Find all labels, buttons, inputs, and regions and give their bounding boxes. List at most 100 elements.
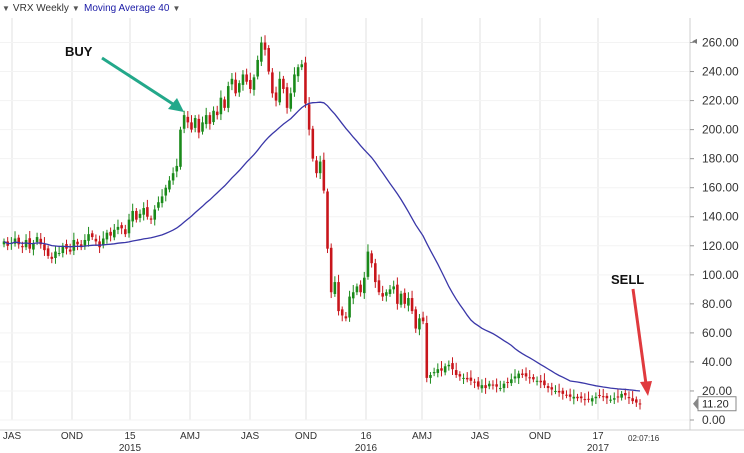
candle-body (385, 292, 388, 296)
candle-body (561, 390, 565, 394)
candle-body (447, 364, 451, 367)
candle-body (223, 99, 226, 108)
candle-body (120, 225, 123, 229)
x-tick-label: JAS (471, 431, 490, 442)
candle-body (113, 229, 116, 238)
candle-body (160, 196, 164, 204)
x-tick-label: OND (61, 431, 83, 442)
candle-body (157, 202, 160, 208)
candle-body (616, 396, 620, 398)
candle-body (579, 396, 583, 399)
y-tick-label: 260.00 (702, 36, 739, 50)
candle-body (164, 187, 168, 196)
candle-body (17, 237, 20, 245)
candle-body (127, 219, 131, 234)
symbol-selector[interactable]: ▼ VRX Weekly ▼ (2, 3, 80, 14)
candle-body (539, 380, 543, 383)
last-price-box (697, 396, 737, 412)
candle-body (392, 286, 395, 290)
candle-body (256, 59, 259, 77)
candle-body (462, 377, 465, 379)
candle-body (212, 110, 215, 123)
candle-body (54, 251, 57, 258)
candle-body (465, 377, 469, 380)
candle-body (337, 282, 340, 312)
x-year-label: 2015 (119, 443, 142, 453)
candle-body (142, 208, 145, 215)
candle-body (171, 173, 175, 181)
candle-body (2, 241, 6, 245)
candle-body (76, 241, 79, 245)
chevron-down-icon: ▼ (172, 4, 181, 13)
candle-body (403, 292, 407, 304)
candle-body (311, 128, 315, 159)
candle-body (506, 381, 509, 383)
candle-body (410, 298, 414, 312)
candle-body (440, 368, 443, 371)
candle-body (215, 111, 219, 116)
y-tick-label: 180.00 (702, 152, 739, 166)
candle-body (546, 386, 550, 389)
candle-body (197, 118, 201, 133)
candle-body (594, 396, 598, 399)
candle-body (318, 161, 322, 174)
y-tick-label: 160.00 (702, 181, 739, 195)
candle-body (234, 79, 237, 94)
candle-body (432, 372, 436, 374)
candle-body (307, 104, 311, 130)
chevron-down-icon: ▼ (2, 4, 10, 13)
candle-body (499, 388, 502, 390)
candle-body (535, 380, 539, 382)
candle-body (245, 74, 248, 82)
candle-body (590, 398, 594, 402)
candle-body (68, 249, 72, 252)
x-tick-label: 16 (360, 431, 372, 442)
candle-body (502, 383, 506, 389)
candle-body (620, 393, 623, 398)
candle-body (274, 92, 278, 101)
candle-body (631, 398, 634, 402)
x-tick-label: AMJ (180, 431, 200, 442)
candle-body (359, 284, 362, 293)
candle-body (495, 384, 498, 387)
candle-body (362, 277, 366, 294)
x-tick-label: JAS (241, 431, 260, 442)
candle-body (90, 233, 94, 238)
candle-body (300, 64, 304, 68)
candle-body (61, 245, 65, 254)
x-tick-label: AMJ (412, 431, 432, 442)
candle-body (627, 397, 631, 399)
candle-body (565, 394, 568, 396)
candle-body (304, 62, 307, 104)
x-tick-label: JAS (3, 431, 22, 442)
indicator-selector[interactable]: Moving Average 40 ▼ (84, 3, 180, 14)
candle-body (87, 234, 90, 241)
y-tick-label: 220.00 (702, 94, 739, 108)
candle-body (168, 180, 171, 190)
candle-body (138, 213, 142, 218)
candle-body (521, 373, 524, 375)
candle-body (101, 238, 105, 246)
candle-body (638, 403, 642, 405)
candle-body (153, 209, 157, 220)
candle-body (182, 115, 186, 129)
candle-body (201, 122, 204, 132)
candle-body (24, 239, 28, 248)
candle-body (230, 78, 234, 85)
candle-body (208, 115, 212, 124)
candle-body (175, 165, 179, 172)
sell-arrow-head (640, 381, 652, 396)
candle-body (528, 377, 531, 379)
candle-body (418, 318, 421, 330)
candle-body (289, 93, 293, 109)
candle-body (124, 229, 127, 235)
candle-body (601, 396, 605, 398)
candle-body (226, 86, 230, 108)
candle-body (72, 239, 76, 251)
candle-body (635, 399, 638, 403)
candle-body (421, 317, 425, 322)
candle-body (624, 392, 627, 396)
x-tick-label: 17 (592, 431, 604, 442)
buy-arrow-line (101, 56, 177, 108)
